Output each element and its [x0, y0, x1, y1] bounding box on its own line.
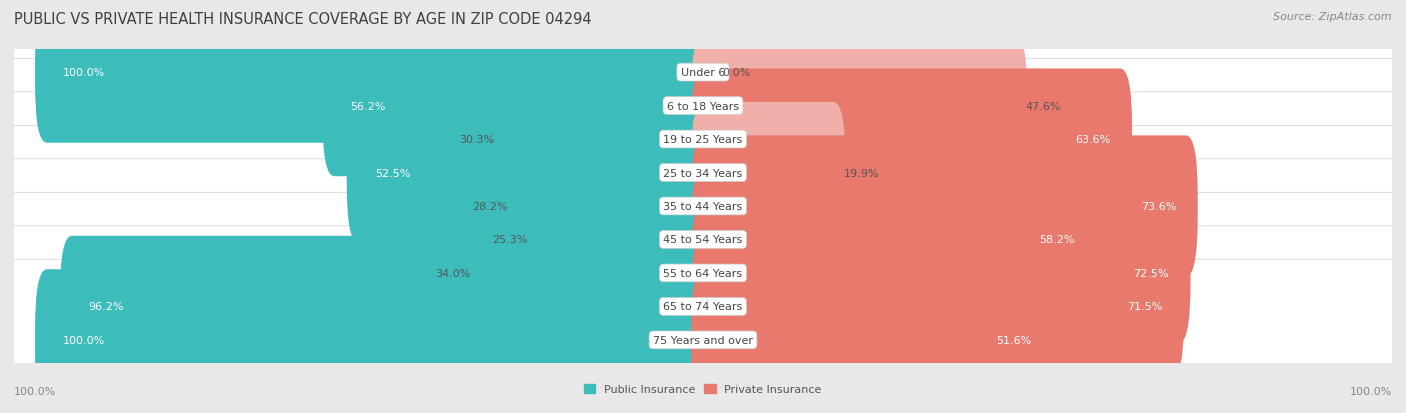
Text: 96.2%: 96.2% — [89, 301, 124, 312]
Text: 65 to 74 Years: 65 to 74 Years — [664, 301, 742, 312]
Text: 71.5%: 71.5% — [1128, 301, 1163, 312]
Text: 19.9%: 19.9% — [844, 168, 879, 178]
Text: 34.0%: 34.0% — [434, 268, 470, 278]
FancyBboxPatch shape — [322, 36, 714, 177]
FancyBboxPatch shape — [526, 169, 714, 310]
FancyBboxPatch shape — [0, 93, 1406, 254]
Text: 100.0%: 100.0% — [63, 68, 105, 78]
FancyBboxPatch shape — [0, 126, 1406, 287]
Text: 63.6%: 63.6% — [1076, 135, 1111, 145]
FancyBboxPatch shape — [35, 270, 714, 411]
FancyBboxPatch shape — [0, 159, 1406, 320]
Text: 0.0%: 0.0% — [723, 68, 751, 78]
Text: 6 to 18 Years: 6 to 18 Years — [666, 101, 740, 112]
FancyBboxPatch shape — [692, 103, 845, 244]
FancyBboxPatch shape — [0, 0, 1406, 153]
FancyBboxPatch shape — [692, 270, 1053, 411]
FancyBboxPatch shape — [0, 26, 1406, 187]
FancyBboxPatch shape — [0, 193, 1406, 354]
FancyBboxPatch shape — [692, 236, 1184, 377]
FancyBboxPatch shape — [692, 69, 1132, 210]
FancyBboxPatch shape — [0, 260, 1406, 413]
Text: PUBLIC VS PRIVATE HEALTH INSURANCE COVERAGE BY AGE IN ZIP CODE 04294: PUBLIC VS PRIVATE HEALTH INSURANCE COVER… — [14, 12, 592, 27]
Text: 100.0%: 100.0% — [14, 387, 56, 396]
Text: 72.5%: 72.5% — [1133, 268, 1168, 278]
Text: 45 to 54 Years: 45 to 54 Years — [664, 235, 742, 245]
Text: 52.5%: 52.5% — [375, 168, 411, 178]
Text: 19 to 25 Years: 19 to 25 Years — [664, 135, 742, 145]
FancyBboxPatch shape — [0, 226, 1406, 387]
FancyBboxPatch shape — [692, 169, 1097, 310]
Text: Under 6: Under 6 — [681, 68, 725, 78]
Text: 73.6%: 73.6% — [1140, 202, 1175, 211]
FancyBboxPatch shape — [506, 136, 714, 277]
FancyBboxPatch shape — [35, 2, 714, 143]
Text: 55 to 64 Years: 55 to 64 Years — [664, 268, 742, 278]
FancyBboxPatch shape — [692, 36, 1028, 177]
Text: 25.3%: 25.3% — [492, 235, 527, 245]
Text: 51.6%: 51.6% — [997, 335, 1032, 345]
Text: 58.2%: 58.2% — [1039, 235, 1076, 245]
Text: 25 to 34 Years: 25 to 34 Years — [664, 168, 742, 178]
FancyBboxPatch shape — [347, 103, 714, 244]
FancyBboxPatch shape — [692, 203, 1191, 344]
Text: 30.3%: 30.3% — [460, 135, 495, 145]
Text: 100.0%: 100.0% — [63, 335, 105, 345]
FancyBboxPatch shape — [692, 136, 1198, 277]
FancyBboxPatch shape — [60, 236, 714, 377]
Text: 75 Years and over: 75 Years and over — [652, 335, 754, 345]
Text: 100.0%: 100.0% — [1350, 387, 1392, 396]
Text: 47.6%: 47.6% — [1025, 101, 1060, 112]
FancyBboxPatch shape — [492, 69, 714, 210]
Text: Source: ZipAtlas.com: Source: ZipAtlas.com — [1274, 12, 1392, 22]
FancyBboxPatch shape — [0, 59, 1406, 220]
Text: 28.2%: 28.2% — [472, 202, 508, 211]
FancyBboxPatch shape — [468, 203, 714, 344]
Legend: Public Insurance, Private Insurance: Public Insurance, Private Insurance — [579, 380, 827, 399]
Text: 35 to 44 Years: 35 to 44 Years — [664, 202, 742, 211]
Text: 56.2%: 56.2% — [350, 101, 387, 112]
